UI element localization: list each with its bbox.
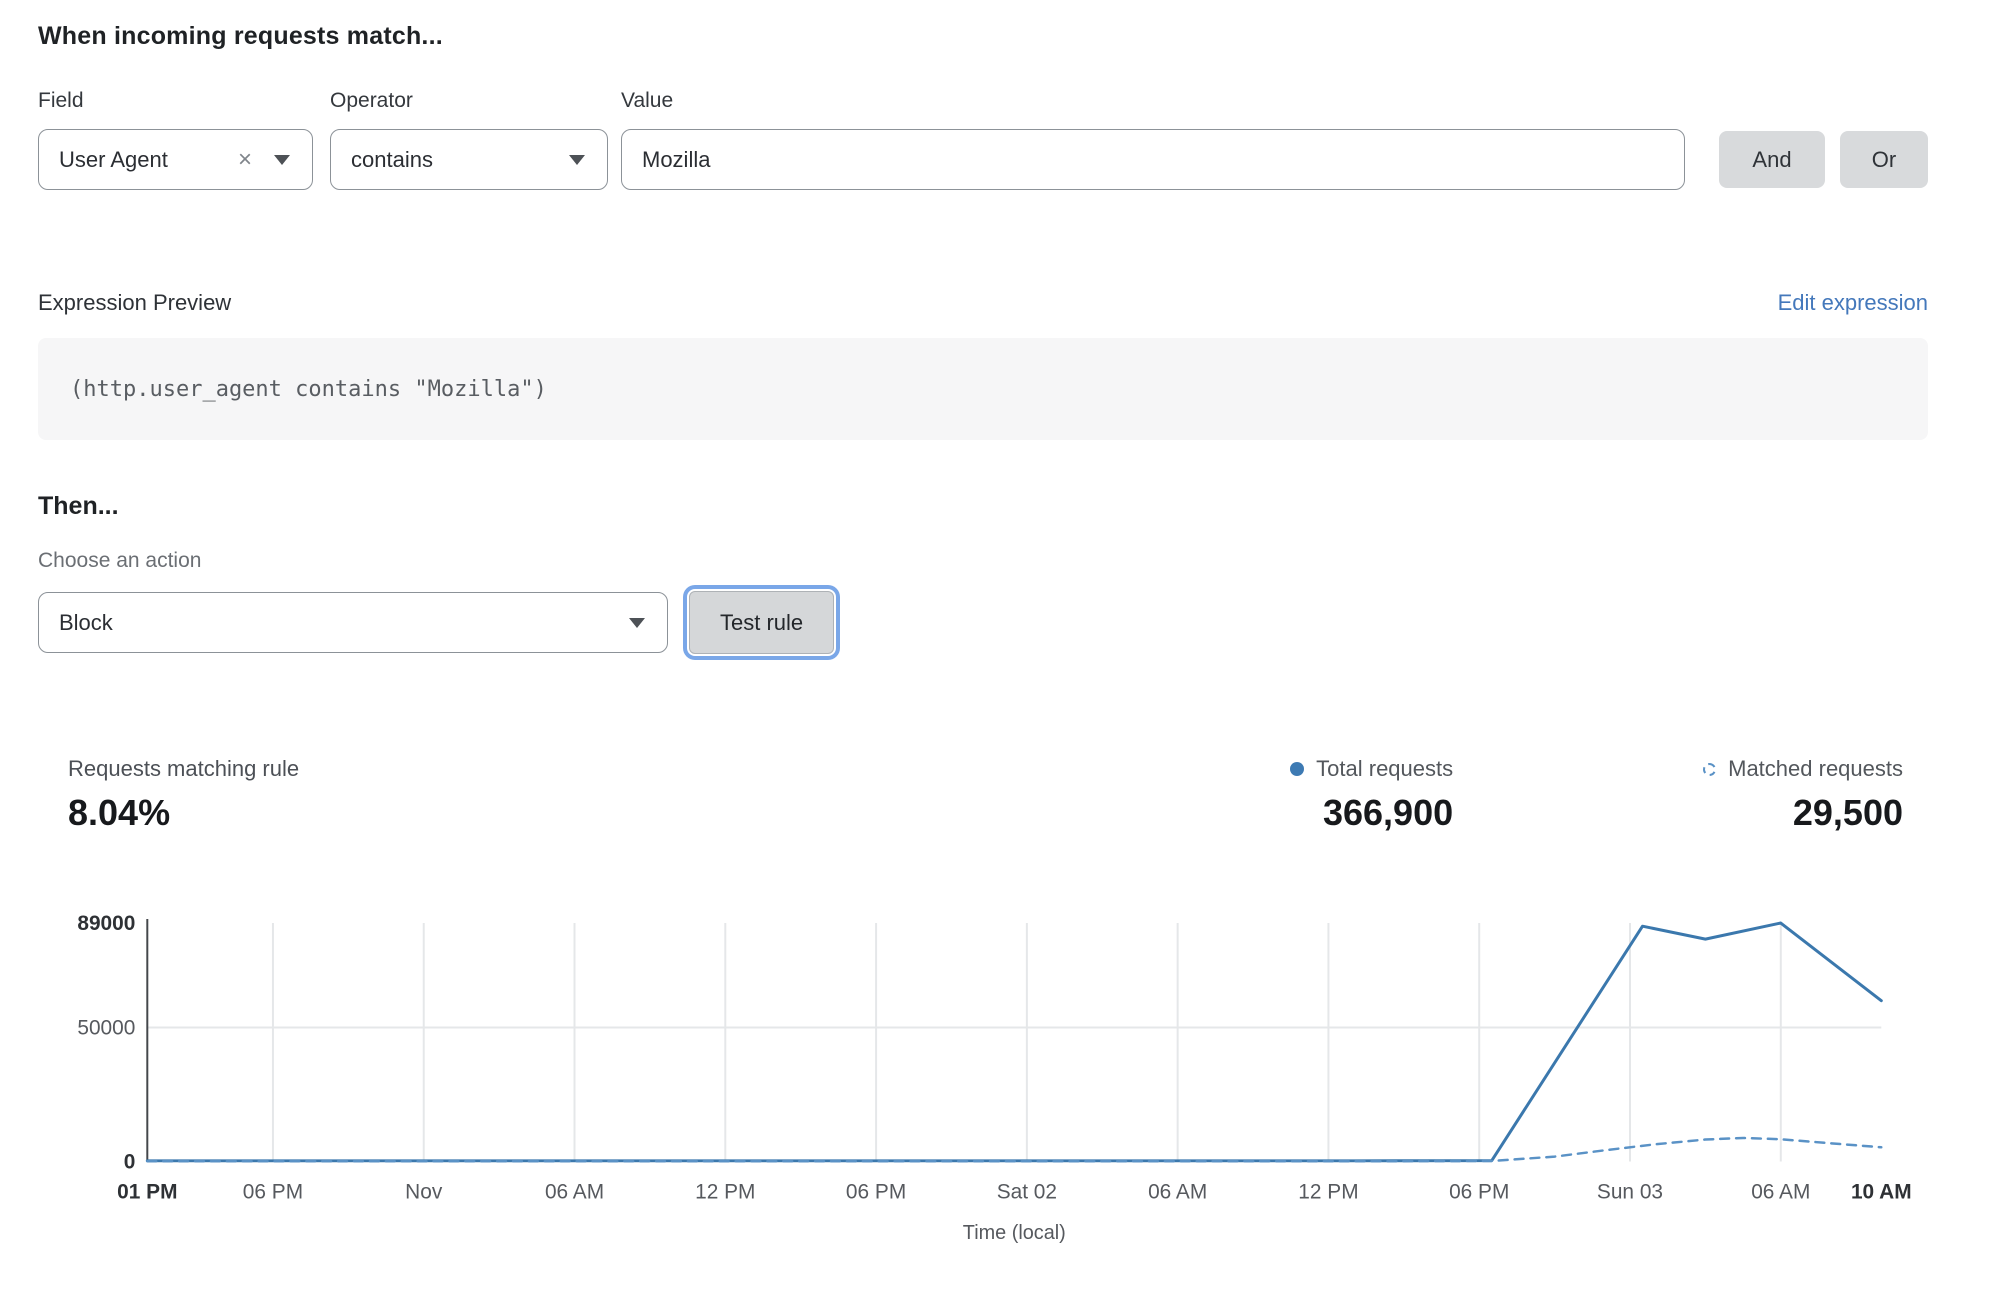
test-rule-button[interactable]: Test rule <box>689 591 835 654</box>
matched-requests-line <box>146 1136 1883 1163</box>
requests-chart[interactable]: 0 50000 89000 01 PM 06 PM Nov 06 AM 12 PM 06 PM S… <box>38 912 1928 1255</box>
field-select[interactable]: User Agent × <box>38 129 313 190</box>
rule-condition-row: Field User Agent × Operator contains Val… <box>38 89 1928 190</box>
operator-select-value: contains <box>351 146 433 172</box>
and-button[interactable]: And <box>1719 131 1825 188</box>
x-tick-label: Sat 02 <box>997 1180 1057 1203</box>
field-label: Field <box>38 89 84 112</box>
rule-stats-row: Requests matching rule 8.04% Total reque… <box>68 756 1903 834</box>
x-axis-title: Time (local) <box>963 1222 1066 1244</box>
value-input[interactable] <box>621 129 1685 190</box>
x-tick-label: Sun 03 <box>1597 1180 1663 1203</box>
matched-requests-legend: Matched requests <box>1703 756 1903 782</box>
matched-requests-label: Matched requests <box>1728 756 1903 781</box>
x-tick-label: 06 AM <box>1751 1180 1810 1203</box>
x-tick-label: 06 PM <box>846 1180 906 1203</box>
or-button[interactable]: Or <box>1840 131 1928 188</box>
then-title: Then... <box>38 492 119 520</box>
total-requests-legend: Total requests <box>1290 756 1453 782</box>
x-tick-label: 06 AM <box>545 1180 604 1203</box>
matched-requests-circle-icon <box>1703 762 1717 776</box>
x-tick-label: 12 PM <box>695 1180 755 1203</box>
chevron-down-icon <box>629 617 645 628</box>
action-row: Block Test rule <box>38 591 1928 654</box>
field-select-value: User Agent <box>59 146 168 172</box>
x-tick-label: Nov <box>405 1180 443 1203</box>
total-requests-dot-icon <box>1290 762 1305 776</box>
operator-label: Operator <box>330 89 413 112</box>
matched-requests-value: 29,500 <box>1792 792 1903 833</box>
requests-matching-label: Requests matching rule <box>68 756 300 781</box>
choose-action-label: Choose an action <box>38 549 202 572</box>
x-tick-label: 06 AM <box>1148 1180 1207 1203</box>
firewall-rule-editor: When incoming requests match... Field Us… <box>0 22 1999 1255</box>
requests-matching-value: 8.04% <box>68 792 171 833</box>
action-select[interactable]: Block <box>38 592 668 653</box>
edit-expression-link[interactable]: Edit expression <box>1777 290 1928 315</box>
clear-field-icon[interactable]: × <box>237 145 252 173</box>
total-requests-label: Total requests <box>1316 756 1454 781</box>
x-tick-label: 06 PM <box>243 1180 303 1203</box>
total-requests-line <box>145 921 1883 1163</box>
total-requests-value: 366,900 <box>1322 792 1454 833</box>
x-tick-label: 10 AM <box>1851 1180 1912 1203</box>
x-tick-label: 06 PM <box>1449 1180 1509 1203</box>
x-tick-label: 01 PM <box>117 1180 177 1203</box>
chevron-down-icon <box>569 154 585 165</box>
expression-code: (http.user_agent contains "Mozilla") <box>38 338 1928 440</box>
x-tick-label: 12 PM <box>1298 1180 1358 1203</box>
y-tick-label: 50000 <box>77 1016 135 1039</box>
operator-select[interactable]: contains <box>330 129 608 190</box>
expression-preview-label: Expression Preview <box>38 290 232 315</box>
chevron-down-icon <box>274 154 290 165</box>
page-title: When incoming requests match... <box>38 22 443 50</box>
y-tick-label: 0 <box>124 1150 136 1173</box>
action-select-value: Block <box>59 609 113 635</box>
y-tick-label: 89000 <box>77 912 135 935</box>
value-label: Value <box>621 89 674 112</box>
